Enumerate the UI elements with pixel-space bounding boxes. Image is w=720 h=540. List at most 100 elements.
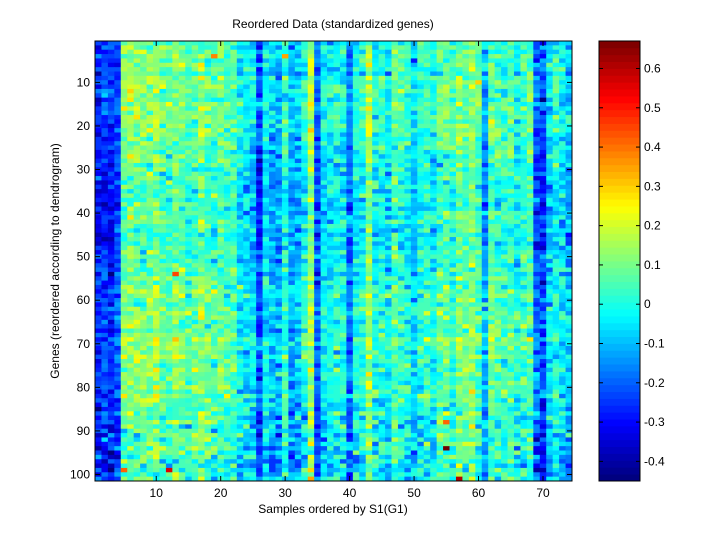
heatmap-cell <box>391 189 399 194</box>
heatmap-cell <box>455 215 463 221</box>
heatmap-cell <box>159 324 167 329</box>
heatmap-cell <box>172 215 180 221</box>
heatmap-cell <box>404 258 412 264</box>
heatmap-cell <box>443 210 450 216</box>
heatmap-cell <box>204 258 212 264</box>
heatmap-cell <box>546 280 554 286</box>
heatmap-cell <box>410 93 418 99</box>
heatmap-cell <box>443 289 450 295</box>
heatmap-cell <box>114 328 122 334</box>
heatmap-cell <box>217 328 225 334</box>
heatmap-cell <box>185 223 193 229</box>
heatmap-cell <box>301 88 309 94</box>
heatmap-cell <box>462 62 470 68</box>
heatmap-cell <box>410 245 418 251</box>
heatmap-cell <box>178 45 186 51</box>
heatmap-cell <box>539 315 547 321</box>
heatmap-cell <box>455 245 463 251</box>
heatmap-cell <box>275 41 283 46</box>
heatmap-cell <box>249 271 257 277</box>
heatmap-cell <box>378 250 386 255</box>
heatmap-cell <box>120 324 128 329</box>
heatmap-cell <box>281 62 289 68</box>
heatmap-cell <box>243 132 251 138</box>
heatmap-cell <box>95 241 102 247</box>
heatmap-cell <box>365 228 373 234</box>
heatmap-cell <box>423 306 431 312</box>
heatmap-cell <box>275 101 283 107</box>
heatmap-cell <box>301 58 309 64</box>
heatmap-cell <box>520 241 528 247</box>
heatmap-cell <box>565 319 573 325</box>
heatmap-cell <box>404 132 412 138</box>
heatmap-cell <box>223 289 231 295</box>
heatmap-cell <box>449 271 457 277</box>
heatmap-cell <box>520 245 528 251</box>
heatmap-cell <box>494 93 502 99</box>
heatmap-cell <box>501 311 508 316</box>
heatmap-cell <box>314 328 322 334</box>
heatmap-cell <box>378 84 386 90</box>
heatmap-cell <box>217 189 225 194</box>
heatmap-cell <box>191 184 199 190</box>
heatmap-cell <box>546 180 554 186</box>
heatmap-cell <box>165 154 173 160</box>
heatmap-cell <box>320 136 328 142</box>
heatmap-cell <box>146 311 154 316</box>
heatmap-cell <box>101 115 109 120</box>
heatmap-cell <box>262 119 270 125</box>
heatmap-cell <box>307 241 315 247</box>
heatmap-cell <box>230 245 238 251</box>
heatmap-cell <box>223 311 231 316</box>
heatmap-cell <box>539 58 547 64</box>
heatmap-cell <box>243 254 251 260</box>
heatmap-cell <box>417 263 425 268</box>
heatmap-cell <box>249 176 257 181</box>
heatmap-cell <box>314 110 322 116</box>
heatmap-cell <box>230 162 238 168</box>
heatmap-cell <box>275 193 283 199</box>
heatmap-cell <box>359 162 367 168</box>
heatmap-cell <box>204 158 212 164</box>
heatmap-cell <box>546 115 554 120</box>
heatmap-cell <box>455 119 463 125</box>
heatmap-cell <box>249 193 257 199</box>
heatmap-cell <box>397 237 405 242</box>
heatmap-cell <box>475 123 483 129</box>
heatmap-cell <box>397 110 405 116</box>
heatmap-cell <box>178 180 186 186</box>
heatmap-cell <box>430 271 438 277</box>
heatmap-cell <box>223 215 231 221</box>
heatmap-cell <box>417 311 425 316</box>
heatmap-cell <box>153 71 160 77</box>
heatmap-cell <box>443 271 450 277</box>
heatmap-cell <box>223 271 231 277</box>
heatmap-cell <box>140 223 147 229</box>
heatmap-cell <box>133 167 141 173</box>
heatmap-cell <box>217 97 225 103</box>
heatmap-cell <box>114 245 122 251</box>
heatmap-cell <box>430 45 438 51</box>
heatmap-cell <box>230 254 238 260</box>
heatmap-cell <box>236 88 244 94</box>
heatmap-cell <box>236 154 244 160</box>
heatmap-cell <box>385 223 392 229</box>
heatmap-cell <box>417 223 425 229</box>
heatmap-cell <box>223 115 231 120</box>
heatmap-cell <box>327 80 334 85</box>
heatmap-cell <box>314 306 322 312</box>
heatmap-cell <box>133 276 141 282</box>
heatmap-cell <box>95 206 102 212</box>
heatmap-cell <box>294 328 302 334</box>
heatmap-cell <box>127 67 135 72</box>
heatmap-cell <box>475 115 483 120</box>
heatmap-cell <box>133 149 141 155</box>
heatmap-cell <box>140 62 147 68</box>
heatmap-cell <box>372 97 380 103</box>
heatmap-cell <box>410 88 418 94</box>
heatmap-cell <box>172 197 180 203</box>
heatmap-cell <box>333 298 341 303</box>
heatmap-cell <box>481 245 489 251</box>
heatmap-cell <box>494 189 502 194</box>
heatmap-cell <box>410 110 418 116</box>
